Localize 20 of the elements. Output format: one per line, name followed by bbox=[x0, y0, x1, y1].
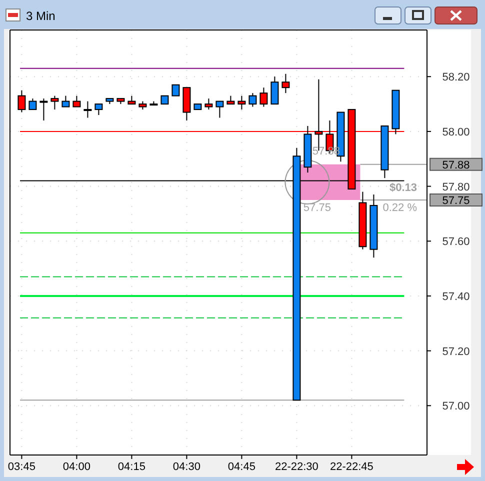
ref-line-label: 57.75 bbox=[442, 195, 470, 207]
ref-line-label: 57.88 bbox=[442, 159, 470, 172]
y-tick-label: 57.80 bbox=[442, 181, 470, 194]
x-tick-label: 22-22:45 bbox=[330, 461, 374, 473]
y-tick-label: 57.00 bbox=[442, 400, 470, 413]
x-tick-label: 04:15 bbox=[118, 461, 146, 473]
y-tick-label: 58.00 bbox=[442, 126, 470, 138]
x-tick-label: 04:45 bbox=[228, 461, 256, 473]
y-tick-label: 57.40 bbox=[442, 290, 470, 303]
annotation: 0.22 % bbox=[382, 202, 418, 214]
x-tick-label: 04:00 bbox=[62, 461, 90, 473]
chart-title: 3 Min bbox=[26, 9, 56, 23]
x-tick-label: 03:45 bbox=[8, 461, 36, 473]
y-tick-label: 58.20 bbox=[442, 72, 470, 84]
annotation: $0.13 bbox=[389, 182, 417, 194]
y-tick-label: 57.20 bbox=[442, 346, 470, 358]
y-tick-label: 57.60 bbox=[442, 236, 470, 248]
x-tick-label: 04:30 bbox=[172, 461, 200, 473]
x-tick-label: 22-22:30 bbox=[274, 461, 318, 473]
annotation: 57.75 bbox=[303, 202, 331, 214]
